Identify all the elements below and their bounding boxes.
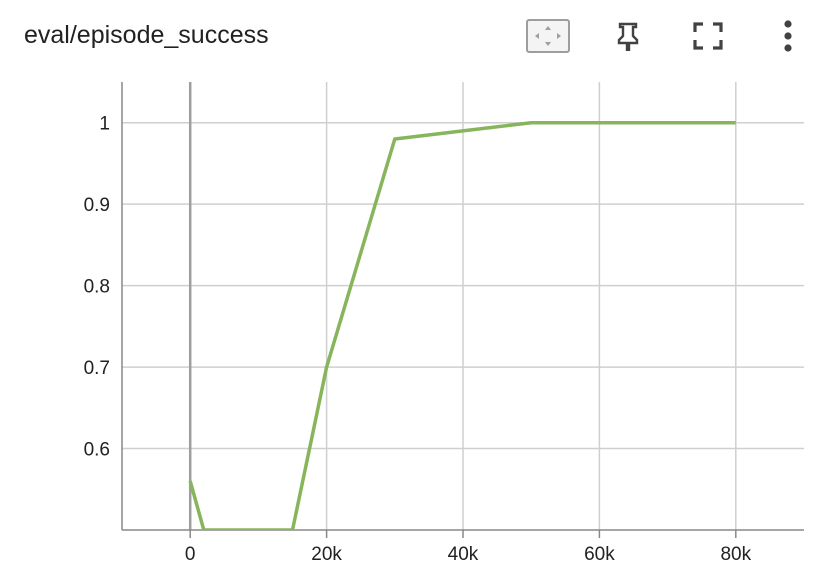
x-tick-label: 80k	[720, 544, 751, 565]
fit-to-data-icon	[526, 19, 570, 53]
y-tick-label: 1	[99, 114, 110, 135]
x-tick-label: 60k	[584, 544, 615, 565]
y-tick-label: 0.8	[84, 277, 110, 298]
y-tick-label: 0.6	[84, 440, 110, 461]
x-tick-label: 20k	[311, 544, 342, 565]
more-vert-icon	[784, 20, 792, 52]
x-tick-label: 40k	[448, 544, 479, 565]
fullscreen-button[interactable]	[684, 14, 732, 58]
y-tick-label: 0.9	[84, 195, 110, 216]
fullscreen-icon	[693, 22, 723, 50]
series-line	[188, 120, 736, 530]
fit-domain-button[interactable]	[524, 14, 572, 58]
chart-title: eval/episode_success	[24, 21, 269, 49]
pin-icon	[617, 22, 639, 51]
more-options-button[interactable]	[764, 14, 812, 58]
pin-button[interactable]	[604, 14, 652, 58]
y-tick-label: 0.7	[84, 358, 110, 379]
x-tick-label: 0	[185, 544, 196, 565]
